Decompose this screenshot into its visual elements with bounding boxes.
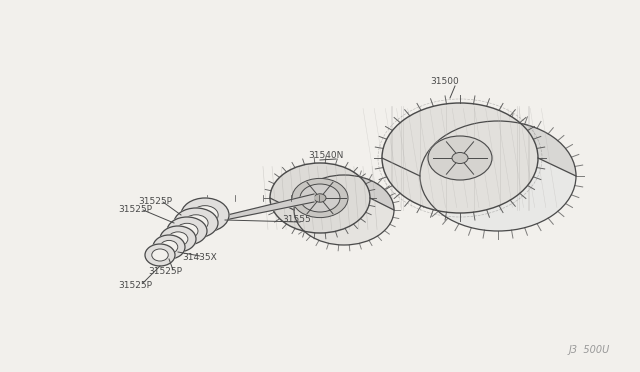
Polygon shape	[167, 217, 207, 245]
Text: 31525P: 31525P	[118, 205, 152, 215]
Polygon shape	[270, 163, 394, 210]
Polygon shape	[152, 249, 168, 261]
Ellipse shape	[212, 217, 218, 224]
Polygon shape	[181, 198, 229, 232]
Text: 31525P: 31525P	[118, 280, 152, 289]
Polygon shape	[192, 206, 218, 224]
Polygon shape	[153, 235, 185, 259]
Text: 31555: 31555	[282, 215, 311, 224]
Polygon shape	[176, 223, 198, 239]
Text: 31540N: 31540N	[308, 151, 344, 160]
Polygon shape	[420, 121, 576, 231]
Polygon shape	[270, 163, 370, 233]
Polygon shape	[294, 175, 394, 245]
Text: J3  500U: J3 500U	[569, 345, 610, 355]
Polygon shape	[160, 240, 178, 254]
Text: 31525P: 31525P	[148, 267, 182, 276]
Text: 31435X: 31435X	[182, 253, 217, 263]
Text: 31525P: 31525P	[138, 198, 172, 206]
Text: 31500: 31500	[430, 77, 459, 87]
Polygon shape	[145, 244, 175, 266]
Polygon shape	[160, 226, 196, 252]
Polygon shape	[168, 232, 188, 246]
Ellipse shape	[452, 153, 468, 164]
Ellipse shape	[314, 194, 326, 202]
Polygon shape	[382, 103, 576, 176]
Polygon shape	[184, 215, 208, 231]
Ellipse shape	[300, 184, 340, 212]
Polygon shape	[428, 136, 492, 180]
Polygon shape	[174, 208, 218, 238]
Polygon shape	[215, 194, 314, 222]
Polygon shape	[382, 103, 538, 213]
Ellipse shape	[292, 179, 348, 218]
